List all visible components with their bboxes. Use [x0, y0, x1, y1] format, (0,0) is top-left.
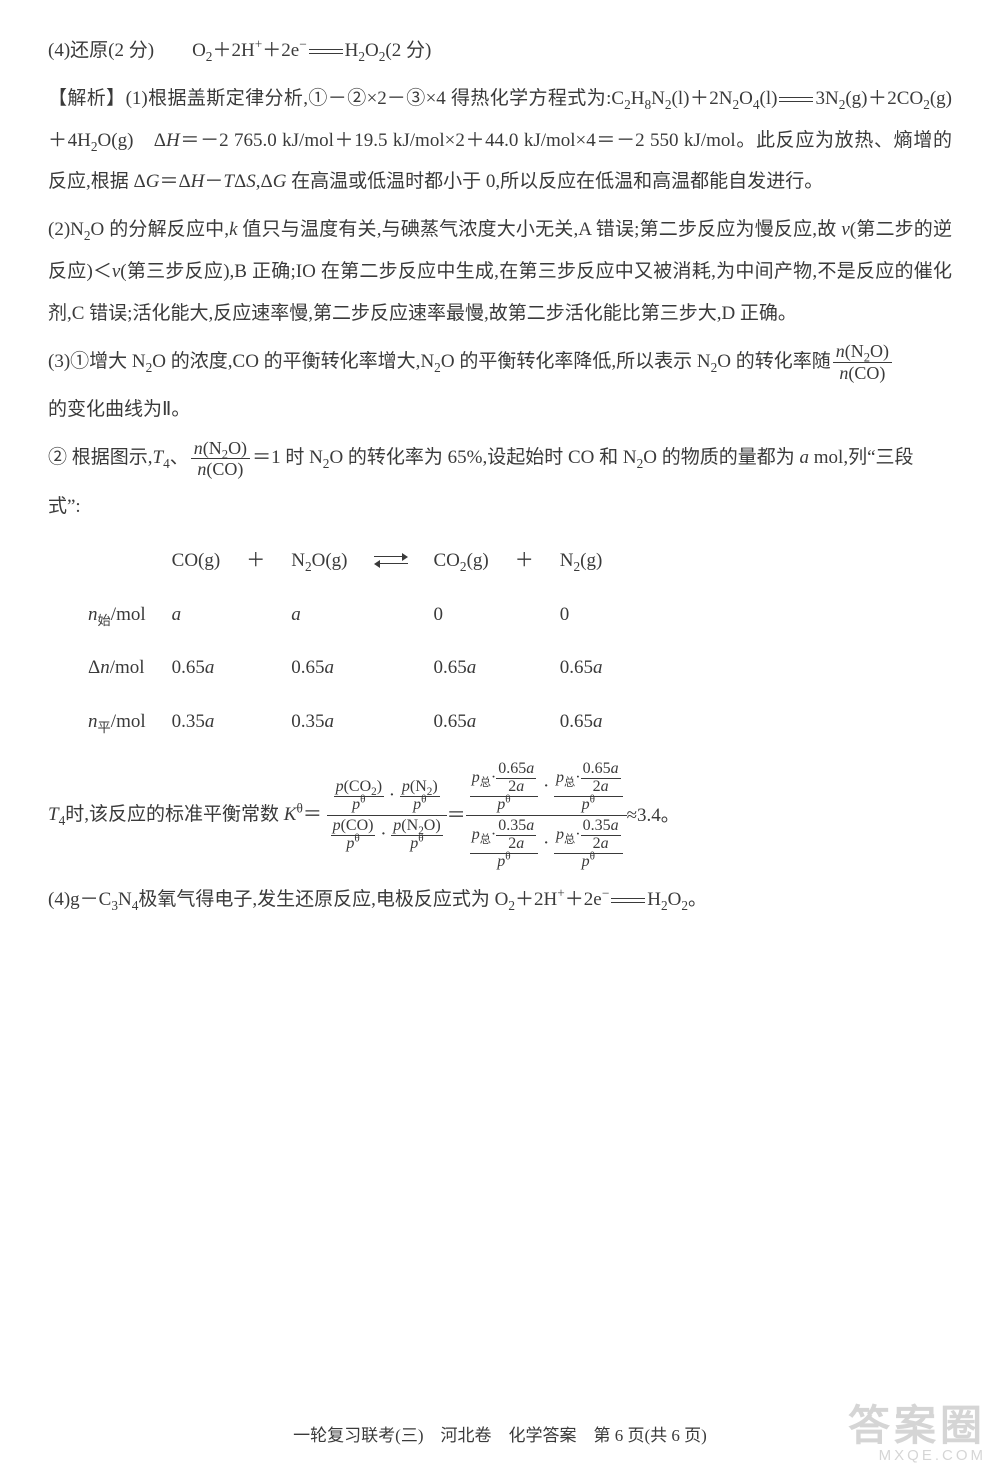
analysis-p2: (2)N2O 的分解反应中,k 值只与温度有关,与碘蒸气浓度大小无关,A 错误;… [48, 209, 952, 334]
table-row: n平/mol 0.35a 0.35a 0.65a 0.65a [88, 695, 628, 749]
table-row: CO(g) ＋ N2O(g) CO2(g) ＋ N2(g) [88, 534, 628, 588]
table-row: n始/mol a a 0 0 [88, 588, 628, 642]
text: (2)N2O 的分解反应中,k 值只与温度有关,与碘蒸气浓度大小无关,A 错误;… [48, 219, 952, 324]
text: (4)g－C3N4极氧气得电子,发生还原反应,电极反应式为 O2＋2H+＋2e−… [48, 889, 707, 910]
text: 的变化曲线为Ⅱ。 [48, 399, 190, 420]
watermark-url: MXQE.COM [848, 1448, 986, 1464]
text: (3)①增大 N2O 的浓度,CO 的平衡转化率增大,N2O 的平衡转化率降低,… [48, 351, 894, 372]
analysis-p4: (4)g－C3N4极氧气得电子,发生还原反应,电极反应式为 O2＋2H+＋2e−… [48, 879, 952, 921]
text: (4)还原(2 分) O2＋2H+＋2e−H2O2(2 分) [48, 40, 431, 61]
analysis-label: 【解析】 [48, 88, 126, 109]
ice-table: CO(g) ＋ N2O(g) CO2(g) ＋ N2(g) n始/mol a a… [88, 534, 628, 749]
k-expression: T4时,该反应的标准平衡常数 Kθ＝ p(CO2)pθ · p(N2)pθ p(… [48, 759, 952, 873]
text: (1)根据盖斯定律分析,①－②×2－③×4 得热化学方程式为:C2H8N2(l)… [48, 88, 952, 193]
analysis-p1: 【解析】(1)根据盖斯定律分析,①－②×2－③×4 得热化学方程式为:C2H8N… [48, 78, 952, 203]
analysis-p3-2: ② 根据图示,T4、n(N2O)n(CO)＝1 时 N2O 的转化率为 65%,… [48, 437, 952, 480]
analysis-p3-1: (3)①增大 N2O 的浓度,CO 的平衡转化率增大,N2O 的平衡转化率降低,… [48, 341, 952, 384]
text: ② 根据图示,T4、n(N2O)n(CO)＝1 时 N2O 的转化率为 65%,… [48, 447, 914, 468]
analysis-p3-2b: 式”: [48, 486, 952, 528]
q4-answer-line: (4)还原(2 分) O2＋2H+＋2e−H2O2(2 分) [48, 30, 952, 72]
analysis-p3-1b: 的变化曲线为Ⅱ。 [48, 389, 952, 431]
text: T4时,该反应的标准平衡常数 Kθ＝ [48, 804, 322, 825]
k-formula: p(CO2)pθ · p(N2)pθ p(CO)pθ · p(N2O)pθ ＝ … [327, 759, 680, 873]
watermark-text: 答案圈 [848, 1404, 986, 1448]
table-row: Δn/mol 0.65a 0.65a 0.65a 0.65a [88, 641, 628, 695]
text: 式”: [48, 496, 81, 517]
watermark: 答案圈 MXQE.COM [848, 1404, 986, 1464]
